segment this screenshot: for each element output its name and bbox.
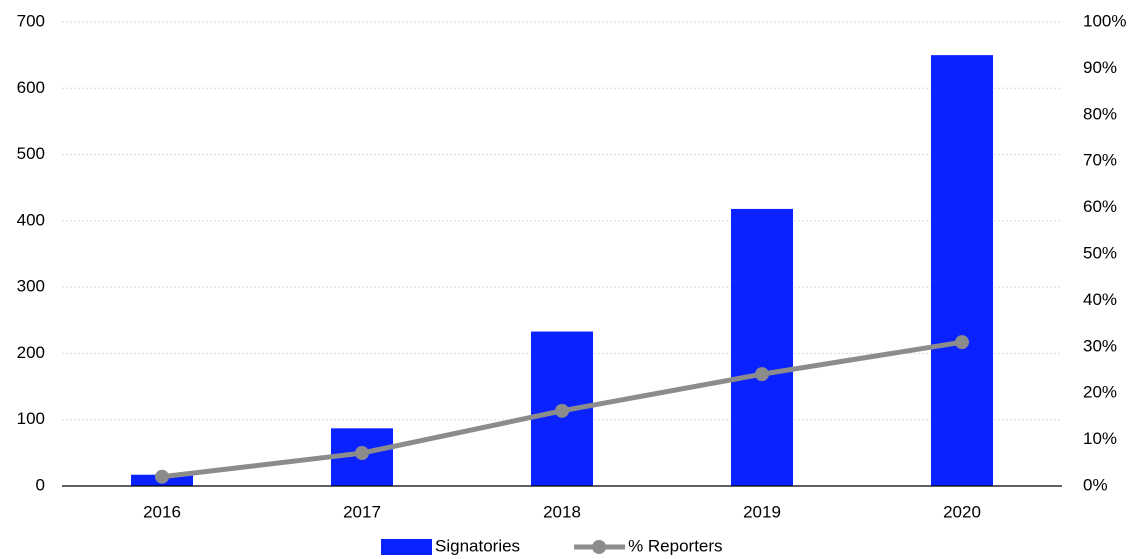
y2-tick-label: 40% (1083, 290, 1117, 309)
bar (731, 208, 793, 486)
line-marker (155, 469, 169, 484)
x-tick-label: 2016 (143, 502, 181, 521)
x-tick-label: 2017 (343, 502, 381, 521)
y2-tick-label: 80% (1083, 104, 1117, 123)
x-tick-label: 2018 (543, 502, 581, 521)
y2-tick-label: 0% (1083, 475, 1108, 494)
y-tick-label: 400 (17, 210, 45, 229)
y-tick-label: 500 (17, 144, 45, 163)
legend-label: % Reporters (628, 536, 722, 555)
y2-tick-label: 20% (1083, 383, 1117, 402)
y-tick-label: 100 (17, 409, 45, 428)
legend-label: Signatories (435, 536, 520, 555)
y-tick-label: 300 (17, 277, 45, 296)
line-marker (955, 335, 969, 350)
line-marker (555, 403, 569, 418)
y2-tick-label: 90% (1083, 58, 1117, 77)
y2-tick-label: 30% (1083, 336, 1117, 355)
y-tick-label: 200 (17, 343, 45, 362)
line-marker (355, 446, 369, 461)
y-tick-label: 0 (36, 475, 45, 494)
y-tick-label: 600 (17, 78, 45, 97)
legend-swatch (592, 540, 607, 554)
legend-swatch (381, 539, 432, 555)
line-marker (755, 367, 769, 382)
y2-tick-label: 10% (1083, 429, 1117, 448)
y2-tick-label: 100% (1083, 11, 1126, 30)
y2-tick-label: 70% (1083, 151, 1117, 170)
y2-tick-label: 60% (1083, 197, 1117, 216)
x-tick-label: 2019 (743, 502, 781, 521)
y2-tick-label: 50% (1083, 243, 1117, 262)
bar (931, 55, 993, 487)
x-tick-label: 2020 (943, 502, 981, 521)
y-tick-label: 700 (17, 11, 45, 30)
